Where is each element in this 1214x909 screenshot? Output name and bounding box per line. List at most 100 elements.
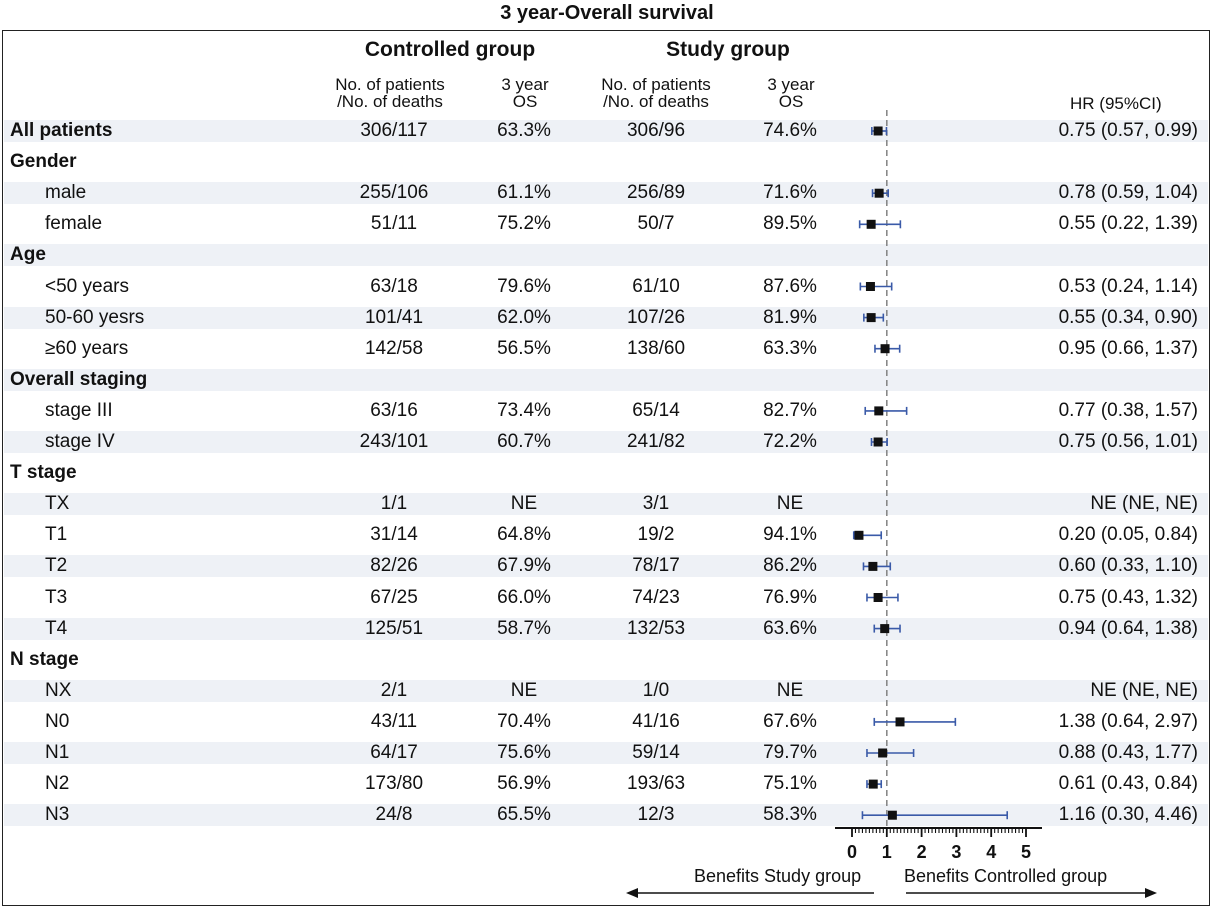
study-os: 71.6% (763, 182, 817, 204)
os-header-line2: OS (512, 92, 538, 111)
controlled-os: 61.1% (497, 182, 551, 204)
controlled-patients-header: No. of patients /No. of deaths (300, 76, 480, 110)
row-label: N1 (45, 742, 70, 763)
controlled-patients-deaths: 67/25 (370, 586, 418, 608)
controlled-patients-deaths: 173/80 (364, 773, 424, 795)
study-patients-deaths: 65/14 (632, 399, 680, 421)
controlled-patients-deaths: 101/41 (364, 306, 424, 328)
row-label: N0 (45, 710, 70, 732)
study-os: 75.1% (763, 773, 817, 795)
study-os: 58.3% (763, 804, 817, 826)
study-os: 74.6% (763, 120, 817, 141)
controlled-os: 60.7% (497, 431, 551, 452)
controlled-os: 56.5% (497, 337, 551, 359)
controlled-os: 70.4% (497, 710, 551, 732)
controlled-patients-deaths: 1/1 (380, 493, 408, 515)
controlled-patients-deaths: 31/14 (370, 524, 418, 546)
arrow-head-left (626, 888, 638, 898)
controlled-os: NE (510, 493, 538, 515)
study-os: 72.2% (763, 431, 817, 452)
patients-header-line1: No. of patients (601, 75, 711, 94)
hr-ci-value: 0.78 (0.59, 1.04) (1058, 182, 1198, 204)
study-os: 76.9% (763, 586, 817, 608)
study-patients-deaths: 132/53 (626, 617, 686, 639)
hr-ci-value: NE (NE, NE) (1090, 493, 1198, 515)
hr-ci-value: 0.77 (0.38, 1.57) (1058, 399, 1198, 421)
os-header-line1: 3 year (501, 75, 549, 94)
row-label: male (45, 182, 87, 204)
study-patients-deaths: 50/7 (637, 213, 675, 235)
controlled-patients-deaths: 24/8 (375, 804, 413, 826)
controlled-patients-deaths: 63/18 (370, 275, 418, 297)
row-band (4, 306, 1208, 329)
study-patients-deaths: 41/16 (632, 710, 680, 732)
row-band (4, 431, 1208, 453)
row-label: N3 (45, 804, 70, 826)
controlled-patients-deaths: 243/101 (359, 431, 429, 452)
benefits-controlled-label: Benefits Controlled group (904, 866, 1108, 886)
hr-ci-value: NE (NE, NE) (1090, 679, 1198, 701)
x-tick-label: 0 (847, 842, 857, 862)
row-label: stage IV (45, 431, 115, 452)
hr-ci-value: 0.94 (0.64, 1.38) (1058, 617, 1198, 639)
hr-ci-value: 0.95 (0.66, 1.37) (1058, 337, 1198, 359)
controlled-os: 58.7% (497, 617, 551, 639)
hr-ci-value: 1.16 (0.30, 4.46) (1058, 804, 1198, 826)
hr-point (866, 219, 876, 229)
row-band (4, 182, 1208, 205)
controlled-patients-deaths: 63/16 (370, 399, 418, 421)
study-patients-deaths: 306/96 (626, 120, 686, 141)
row-label: stage III (45, 399, 113, 421)
hr-point (880, 624, 890, 634)
controlled-patients-deaths: 2/1 (380, 679, 408, 701)
study-patients-deaths: 1/0 (642, 679, 670, 701)
row-label: 50-60 yesrs (45, 306, 145, 328)
study-os: 89.5% (763, 213, 817, 235)
row-label: female (45, 213, 103, 235)
row-band (4, 679, 1208, 702)
hr-point (865, 282, 875, 291)
controlled-patients-deaths: 125/51 (364, 617, 424, 639)
row-band (4, 493, 1208, 516)
controlled-os-header: 3 year OS (470, 76, 580, 110)
study-patients-header: No. of patients /No. of deaths (566, 76, 746, 110)
controlled-patients-deaths: 64/17 (370, 742, 418, 763)
x-tick-label: 5 (1021, 842, 1031, 862)
hr-point (874, 188, 884, 198)
row-band (4, 804, 1208, 827)
controlled-patients-deaths: 142/58 (364, 337, 424, 359)
row-label: T4 (45, 617, 68, 639)
study-os: 94.1% (763, 524, 817, 546)
row-band (4, 742, 1208, 764)
controlled-patients-deaths: 306/117 (360, 120, 428, 141)
row-label: N stage (10, 648, 79, 670)
hr-ci-value: 0.55 (0.22, 1.39) (1058, 213, 1198, 235)
study-patients-deaths: 12/3 (637, 804, 675, 826)
study-group-heading: Study group (666, 38, 790, 61)
study-patients-deaths: 78/17 (632, 555, 680, 577)
hr-ci-value: 0.55 (0.34, 0.90) (1058, 306, 1198, 328)
os-header-line1: 3 year (767, 75, 815, 94)
row-label: TX (45, 493, 70, 515)
controlled-patients-deaths: 82/26 (370, 555, 418, 577)
x-tick-label: 3 (951, 842, 961, 862)
controlled-os: 73.4% (497, 399, 551, 421)
row-label: Gender (10, 151, 77, 173)
chart-title: 3 year-Overall survival (500, 2, 714, 24)
study-os-header: 3 year OS (736, 76, 846, 110)
study-os: 86.2% (763, 555, 817, 577)
study-patients-deaths: 256/89 (626, 182, 686, 204)
x-tick-label: 4 (986, 842, 996, 862)
controlled-os: 75.6% (497, 742, 551, 763)
row-label: NX (45, 679, 72, 701)
os-header-line2: OS (778, 92, 804, 111)
patients-header-line2: /No. of deaths (337, 92, 443, 111)
study-os: 81.9% (763, 306, 817, 328)
controlled-patients-deaths: 43/11 (370, 710, 418, 732)
hr-ci-value: 0.20 (0.05, 0.84) (1058, 524, 1198, 546)
arrow-head-right (1145, 888, 1157, 898)
controlled-os: 66.0% (497, 586, 551, 608)
study-os: 82.7% (763, 399, 817, 421)
study-os: NE (776, 679, 804, 701)
